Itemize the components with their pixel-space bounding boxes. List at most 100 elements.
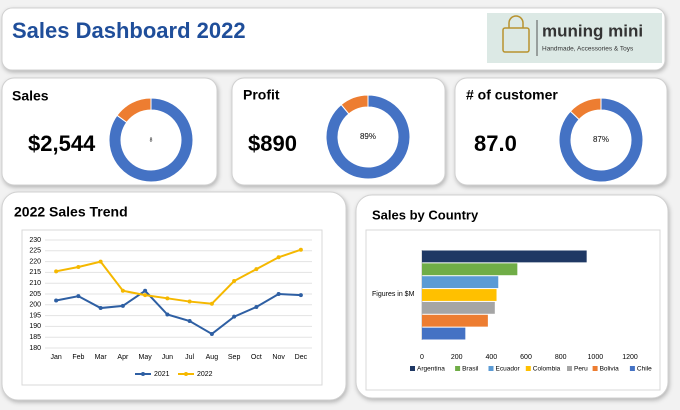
legend-label: Brasil (462, 366, 479, 373)
point (165, 296, 170, 301)
legend-label: Argentina (417, 366, 445, 373)
x-tick-label: Mar (95, 354, 108, 361)
x-tick-label: Apr (117, 354, 129, 361)
legend-swatch (629, 366, 635, 371)
donut-segment (558, 97, 644, 183)
legend-marker (141, 372, 145, 376)
kpi-title: # of customer (466, 87, 558, 103)
kpi-value: $2,544 (28, 131, 96, 156)
point (76, 265, 81, 269)
logo-tagline: Handmade, Accessories & Toys (542, 46, 634, 53)
chart-title: 2022 Sales Trend (14, 204, 128, 220)
logo-icon (502, 15, 530, 53)
legend-swatch (455, 366, 461, 371)
bar (422, 289, 497, 301)
plot-frame (21, 229, 323, 386)
legend-label: 2021 (154, 371, 170, 378)
kpi-title: Profit (243, 87, 280, 103)
legend-swatch (592, 366, 598, 371)
x-tick-label: Jul (185, 354, 194, 361)
y-tick-label: 185 (29, 334, 41, 341)
y-tick-label: 230 (29, 237, 41, 244)
point (276, 255, 281, 260)
donut-segment (116, 97, 152, 124)
x-tick-label: 200 (451, 354, 463, 361)
donut-segment (569, 97, 602, 121)
legend-swatch (567, 366, 572, 371)
bar (422, 314, 488, 327)
y-tick-label: 215 (29, 269, 41, 276)
point (98, 306, 103, 311)
point (254, 304, 259, 309)
point (232, 314, 237, 319)
legend-label: Peru (574, 366, 588, 373)
y-tick-label: 220 (29, 258, 41, 265)
chart-title: Sales by Country (372, 207, 479, 222)
logo-name: muning mini (542, 21, 643, 40)
point (298, 293, 303, 298)
legend-label: Bolivia (600, 366, 620, 373)
point (254, 267, 259, 272)
logo-box (487, 13, 662, 63)
x-tick-label: May (139, 354, 153, 361)
legend-marker (184, 372, 188, 376)
donut-segment (108, 97, 194, 183)
donut-label: 87% (593, 135, 609, 144)
point (120, 303, 125, 308)
donut-label: 8 (150, 137, 153, 143)
legend-label: Chile (637, 366, 652, 373)
series-line (55, 248, 302, 305)
point (209, 331, 214, 336)
legend-label: Ecuador (496, 366, 521, 373)
x-tick-label: 1000 (588, 354, 604, 361)
y-tick-label: 180 (29, 345, 41, 352)
point (120, 288, 125, 293)
point (232, 279, 237, 284)
legend-swatch (410, 366, 415, 371)
point (54, 298, 59, 303)
x-tick-label: Aug (206, 354, 219, 361)
y-tick-label: 210 (29, 280, 41, 287)
point (276, 292, 281, 296)
kpi-title: Sales (12, 88, 49, 104)
point (187, 299, 192, 304)
y-tick-label: 195 (29, 312, 41, 319)
legend-label: 2022 (197, 371, 213, 378)
bar (422, 250, 587, 263)
x-tick-label: Jan (50, 354, 61, 361)
dashboard-title: Sales Dashboard 2022 (12, 18, 246, 43)
x-tick-label: 600 (520, 354, 532, 361)
donut-segment (325, 94, 411, 180)
kpi-value: 87.0 (474, 131, 517, 156)
x-tick-label: 800 (555, 354, 567, 361)
y-tick-label: 190 (29, 323, 41, 330)
point (187, 319, 192, 323)
point (76, 294, 81, 299)
legend-label: Colombia (533, 366, 561, 373)
donut-segment (340, 94, 369, 115)
point (143, 293, 148, 298)
y-tick-label: 205 (29, 291, 41, 298)
donut-label: 89% (360, 132, 376, 141)
x-tick-label: Feb (72, 354, 84, 361)
y-tick-label: 225 (29, 248, 41, 255)
point (54, 269, 59, 274)
legend-swatch (488, 366, 494, 371)
bar (422, 276, 499, 289)
point (298, 247, 303, 252)
point (165, 312, 170, 317)
bar (422, 301, 495, 314)
x-tick-label: 400 (485, 354, 497, 361)
kpi-value: $890 (248, 131, 297, 156)
point (98, 259, 103, 264)
legend-swatch (525, 366, 531, 371)
x-tick-label: 1200 (622, 354, 638, 361)
bar (422, 263, 518, 276)
x-tick-label: 0 (420, 354, 424, 361)
x-tick-label: Oct (251, 354, 262, 361)
y-tick-label: 200 (29, 302, 41, 309)
point (209, 301, 214, 306)
x-tick-label: Jun (162, 354, 173, 361)
x-tick-label: Nov (272, 354, 285, 361)
